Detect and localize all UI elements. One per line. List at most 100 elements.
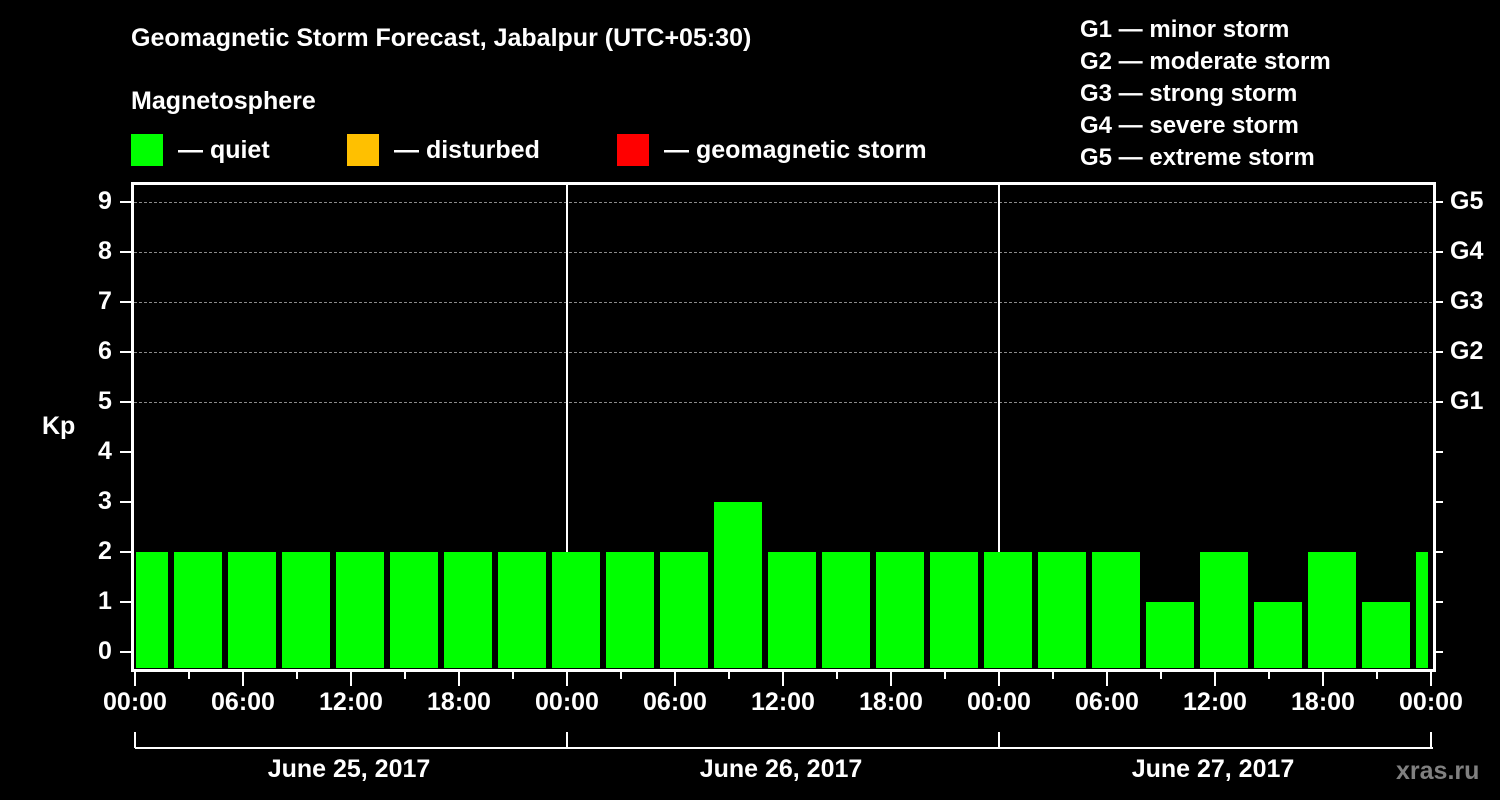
x-tick-label: 18:00 [1291, 688, 1355, 716]
x-tick [1052, 671, 1054, 679]
y-tick-label: 8 [98, 237, 112, 265]
x-tick-label: 06:00 [1075, 688, 1139, 716]
disturbed-swatch-icon [347, 134, 379, 166]
y-tick-label: 1 [98, 587, 112, 615]
date-bracket-tick [134, 732, 136, 748]
x-tick [350, 671, 352, 686]
y-tick [120, 401, 131, 403]
x-tick [1376, 671, 1378, 679]
date-bracket-tick [998, 732, 1000, 748]
g-scale-item: G3 — strong storm [1080, 80, 1298, 107]
x-tick-label: 18:00 [859, 688, 923, 716]
kp-bar [136, 552, 168, 668]
day-divider [566, 182, 568, 668]
x-tick [134, 671, 136, 686]
date-label: June 26, 2017 [699, 755, 863, 783]
x-tick [620, 671, 622, 679]
date-bracket-tick [1430, 732, 1432, 748]
y-tick-right [1434, 401, 1443, 403]
y-tick-right [1434, 551, 1443, 553]
kp-bar [444, 552, 492, 668]
kp-bar [390, 552, 438, 668]
plot-area [131, 182, 1436, 672]
chart-subtitle: Magnetosphere [131, 87, 316, 115]
kp-bar [1146, 602, 1194, 668]
g-level-label: G5 [1450, 187, 1484, 215]
x-tick [242, 671, 244, 686]
kp-bar [228, 552, 276, 668]
x-tick [1430, 671, 1432, 686]
chart-title: Geomagnetic Storm Forecast, Jabalpur (UT… [131, 24, 752, 52]
y-tick-label: 5 [98, 387, 112, 415]
y-tick-label: 4 [98, 437, 112, 465]
date-bracket-tick [566, 732, 568, 748]
y-tick-right [1434, 351, 1443, 353]
x-tick [836, 671, 838, 679]
kp-bar [606, 552, 654, 668]
date-label: June 25, 2017 [267, 755, 431, 783]
legend-disturbed: — disturbed [347, 134, 540, 166]
y-tick [120, 551, 131, 553]
kp-bar [498, 552, 546, 668]
kp-bar [1362, 602, 1410, 668]
g-scale-item: G5 — extreme storm [1080, 144, 1315, 171]
legend-quiet-label: — quiet [178, 135, 270, 164]
y-tick-label: 3 [98, 487, 112, 515]
x-tick-label: 18:00 [427, 688, 491, 716]
kp-bar [876, 552, 924, 668]
x-tick [782, 671, 784, 686]
x-tick [296, 671, 298, 679]
x-tick [674, 671, 676, 686]
y-tick-label: 2 [98, 537, 112, 565]
x-tick [566, 671, 568, 686]
kp-bar [1416, 552, 1428, 668]
kp-bar [930, 552, 978, 668]
gridline [134, 252, 1432, 253]
x-tick-label: 12:00 [751, 688, 815, 716]
y-tick [120, 451, 131, 453]
x-tick [728, 671, 730, 679]
x-tick [512, 671, 514, 679]
g-scale-item: G2 — moderate storm [1080, 48, 1331, 75]
kp-bar [1200, 552, 1248, 668]
x-tick-label: 00:00 [1399, 688, 1463, 716]
x-tick [944, 671, 946, 679]
legend-storm-label: — geomagnetic storm [664, 135, 927, 164]
legend-quiet: — quiet [131, 134, 270, 166]
y-tick [120, 301, 131, 303]
gridline [134, 202, 1432, 203]
kp-bar [1092, 552, 1140, 668]
kp-bar [984, 552, 1032, 668]
g-level-label: G3 [1450, 287, 1484, 315]
kp-bar [1308, 552, 1356, 668]
kp-bar [282, 552, 330, 668]
x-tick-label: 06:00 [211, 688, 275, 716]
g-level-label: G1 [1450, 387, 1484, 415]
y-tick [120, 201, 131, 203]
y-tick-label: 0 [98, 637, 112, 665]
y-tick-label: 9 [98, 187, 112, 215]
x-tick [458, 671, 460, 686]
kp-bar [660, 552, 708, 668]
y-tick-right [1434, 301, 1443, 303]
day-divider [998, 182, 1000, 668]
x-tick-label: 12:00 [319, 688, 383, 716]
x-tick [404, 671, 406, 679]
x-tick [1268, 671, 1270, 679]
y-tick-right [1434, 601, 1443, 603]
y-tick [120, 601, 131, 603]
x-tick-label: 12:00 [1183, 688, 1247, 716]
y-tick-right [1434, 251, 1443, 253]
x-tick [1160, 671, 1162, 679]
y-tick-right [1434, 501, 1443, 503]
y-tick-right [1434, 651, 1443, 653]
quiet-swatch-icon [131, 134, 163, 166]
kp-bar [1038, 552, 1086, 668]
kp-bar [552, 552, 600, 668]
legend-storm: — geomagnetic storm [617, 134, 927, 166]
g-scale-item: G1 — minor storm [1080, 16, 1290, 43]
g-level-label: G4 [1450, 237, 1484, 265]
date-label: June 27, 2017 [1131, 755, 1295, 783]
gridline [134, 302, 1432, 303]
x-tick [1106, 671, 1108, 686]
